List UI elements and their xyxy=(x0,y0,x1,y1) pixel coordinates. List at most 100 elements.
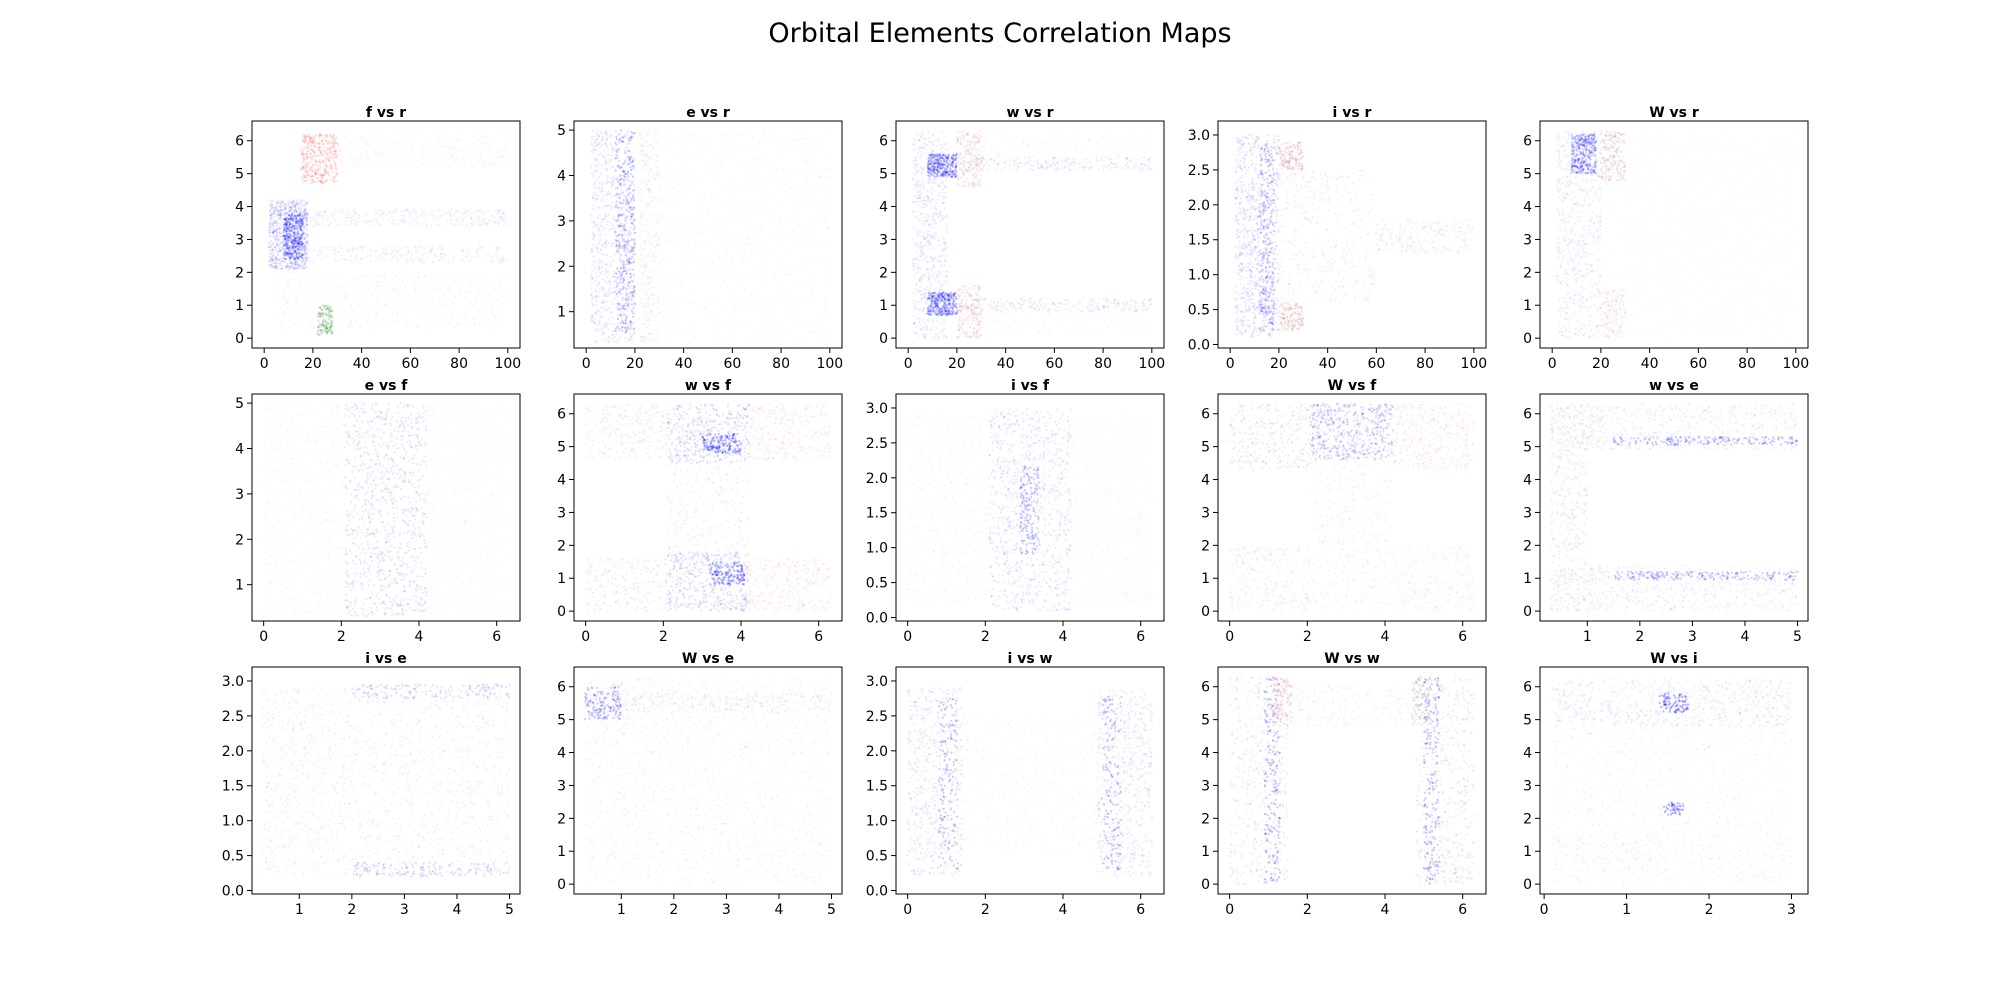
data-point xyxy=(595,261,598,264)
data-point xyxy=(374,250,377,253)
data-point xyxy=(757,180,759,182)
data-point xyxy=(415,289,418,292)
data-point xyxy=(806,179,808,181)
data-point xyxy=(328,313,331,316)
data-point xyxy=(410,251,413,254)
data-point xyxy=(317,169,320,172)
data-point xyxy=(615,177,618,180)
data-point xyxy=(284,248,287,251)
data-point xyxy=(297,220,300,223)
data-point xyxy=(795,131,797,133)
data-point xyxy=(289,251,292,254)
data-point xyxy=(413,210,416,213)
data-point xyxy=(289,257,292,260)
data-point xyxy=(601,144,604,147)
data-point xyxy=(792,244,794,246)
data-point xyxy=(462,159,465,162)
data-point xyxy=(285,265,288,268)
data-point xyxy=(591,129,595,132)
data-point xyxy=(695,247,697,249)
data-point xyxy=(471,223,474,226)
data-point xyxy=(287,235,290,238)
data-point xyxy=(349,152,352,155)
data-point xyxy=(293,240,296,243)
data-point xyxy=(286,250,289,253)
data-point xyxy=(305,240,308,243)
data-point xyxy=(281,200,284,203)
data-point xyxy=(375,312,378,315)
data-point xyxy=(427,146,430,149)
data-point xyxy=(323,211,326,214)
data-point xyxy=(284,250,287,253)
data-point xyxy=(759,164,761,166)
data-point xyxy=(288,218,291,221)
data-point xyxy=(717,232,719,234)
data-point xyxy=(625,317,628,320)
data-point xyxy=(283,217,286,221)
data-point xyxy=(594,290,597,293)
data-point xyxy=(399,150,402,153)
data-point xyxy=(624,194,627,198)
data-point xyxy=(826,190,828,192)
data-point xyxy=(498,281,501,284)
data-point xyxy=(354,247,357,250)
data-point xyxy=(303,254,307,257)
data-point xyxy=(375,249,378,252)
data-point xyxy=(292,242,295,246)
data-point xyxy=(730,237,732,239)
data-point xyxy=(806,263,808,265)
data-point xyxy=(361,286,364,289)
data-point xyxy=(350,221,353,224)
data-point xyxy=(318,249,321,252)
data-point xyxy=(364,315,367,318)
data-point xyxy=(268,235,271,238)
data-point xyxy=(612,333,615,336)
data-point xyxy=(319,172,322,176)
data-point xyxy=(761,331,763,333)
data-point xyxy=(275,262,278,265)
data-point xyxy=(317,314,320,317)
data-point xyxy=(645,139,648,142)
data-point xyxy=(604,143,608,146)
data-point xyxy=(338,308,341,311)
data-point xyxy=(811,330,813,332)
data-point xyxy=(282,208,286,211)
data-point xyxy=(320,139,323,143)
data-point xyxy=(354,285,357,288)
data-point xyxy=(467,289,470,292)
data-point xyxy=(297,242,300,245)
data-point xyxy=(273,209,276,212)
data-point xyxy=(925,285,929,289)
data-point xyxy=(380,145,383,148)
data-point xyxy=(645,183,648,186)
data-point xyxy=(462,249,465,252)
data-point xyxy=(303,238,306,241)
data-point xyxy=(624,287,628,290)
data-point xyxy=(314,160,317,163)
data-point xyxy=(294,224,297,228)
data-point xyxy=(670,281,672,283)
data-point xyxy=(401,142,404,145)
data-point xyxy=(498,224,501,227)
data-point xyxy=(282,260,286,263)
data-point xyxy=(281,201,284,204)
data-point xyxy=(397,290,401,293)
data-point xyxy=(621,299,625,302)
data-point xyxy=(354,254,357,257)
data-point xyxy=(503,212,506,215)
data-point xyxy=(277,301,280,304)
data-point xyxy=(328,159,331,162)
data-point xyxy=(399,288,402,291)
data-point xyxy=(294,241,297,245)
data-point xyxy=(396,259,399,262)
data-point xyxy=(772,179,774,181)
x-tick-label: 80 xyxy=(450,356,468,372)
data-point xyxy=(475,299,478,302)
data-point xyxy=(366,276,369,279)
data-point xyxy=(805,177,807,179)
data-point xyxy=(306,201,309,204)
data-point xyxy=(760,258,762,260)
data-point xyxy=(378,255,381,258)
data-point xyxy=(329,163,332,166)
